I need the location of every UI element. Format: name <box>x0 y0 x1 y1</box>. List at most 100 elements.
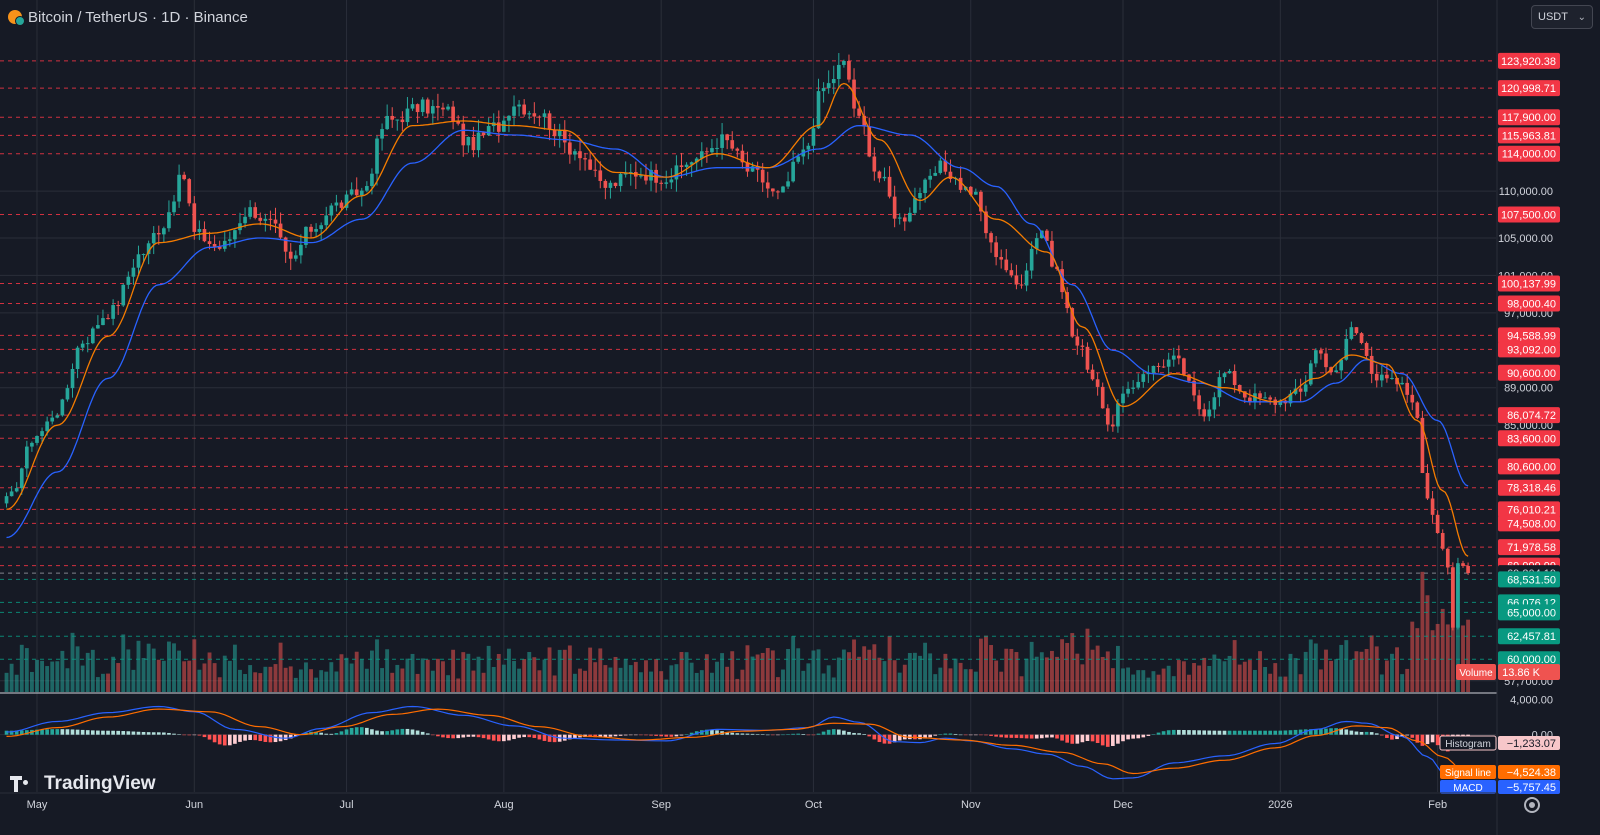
macd-histogram-bar <box>1009 734 1014 738</box>
volume-bar <box>283 667 288 692</box>
volume-bar <box>385 649 390 692</box>
volume-bar <box>1445 624 1450 692</box>
symbol-header[interactable]: Bitcoin / TetherUS · 1D · Binance <box>8 6 248 28</box>
macd-histogram-bar <box>1116 734 1120 744</box>
volume-bar <box>151 648 156 692</box>
volume-bar <box>710 672 714 692</box>
candle-body <box>359 190 364 196</box>
candle-body <box>1268 397 1272 400</box>
volume-bar <box>1065 642 1070 692</box>
candle-body <box>512 106 516 116</box>
candle-body <box>1293 388 1298 394</box>
candle-body <box>202 229 207 242</box>
candle-body <box>649 169 653 181</box>
volume-bar <box>1181 661 1186 692</box>
candle-body <box>1324 353 1328 368</box>
volume-bar <box>70 632 75 692</box>
macd-histogram-bar <box>1349 730 1354 735</box>
volume-bar <box>172 643 176 692</box>
price-level-tag <box>1498 145 1560 162</box>
candle-body <box>1461 563 1465 566</box>
candle-body <box>1070 308 1075 337</box>
volume-bar <box>532 657 537 692</box>
candle-body <box>233 230 237 240</box>
candle-body <box>902 217 907 222</box>
volume-name-tag <box>1456 664 1496 680</box>
macd-histogram-bar <box>75 729 80 735</box>
candle-body <box>1116 403 1120 427</box>
candle-body <box>4 496 9 504</box>
macd-histogram-bar <box>1131 734 1135 739</box>
volume-bar <box>339 654 344 692</box>
volume-bar <box>369 650 374 692</box>
candle-body <box>370 173 374 187</box>
candle-body <box>141 254 146 256</box>
macd-histogram-bar <box>1151 734 1156 735</box>
volume-bar <box>202 663 207 692</box>
macd-histogram-bar <box>1080 734 1085 743</box>
price-level-tag <box>1498 628 1560 645</box>
volume-bar <box>1390 653 1394 692</box>
volume-bar <box>309 669 313 692</box>
macd-histogram-bar <box>999 734 1004 738</box>
volume-bar <box>644 660 648 692</box>
candle-body <box>1187 374 1191 381</box>
macd-histogram-bar <box>19 730 24 735</box>
volume-bar <box>1060 639 1065 692</box>
volume-bar <box>496 654 501 692</box>
macd-histogram-bar <box>253 734 258 741</box>
tradingview-logo[interactable]: TradingView <box>10 773 156 795</box>
candle-body <box>608 182 613 188</box>
macd-histogram-bar <box>496 734 501 742</box>
volume-bar <box>410 653 415 692</box>
volume-bar <box>1110 668 1115 692</box>
macd-histogram-bar <box>537 734 542 740</box>
volume-bar <box>131 669 136 692</box>
volume-bar <box>730 651 735 692</box>
chevron-down-icon: ⌄ <box>1577 11 1586 23</box>
signal-value-label: −4,524.38 <box>1507 767 1556 779</box>
macd-histogram-bar <box>207 734 212 740</box>
macd-histogram-bar <box>1329 728 1333 735</box>
x-tick-label: May <box>27 799 48 811</box>
currency-selector[interactable]: USDT ⌄ <box>1531 5 1593 29</box>
macd-histogram-bar <box>410 729 415 735</box>
candle-body <box>1410 394 1415 403</box>
volume-bar <box>801 670 806 692</box>
macd-histogram-bar <box>958 734 963 736</box>
price-level-tag-label: 74,508.00 <box>1507 518 1556 530</box>
price-level-tags: 123,920.38 120,998.71 117,900.00 115,963.81… <box>1498 52 1560 668</box>
gear-icon[interactable] <box>1524 797 1540 813</box>
candle-body <box>979 191 983 212</box>
macd-histogram-bar <box>684 734 689 735</box>
macd-histogram-bar <box>918 734 922 740</box>
volume-bar <box>1090 649 1095 692</box>
macd-histogram-bar <box>1339 728 1344 735</box>
volume-bar <box>136 640 141 692</box>
candle-body <box>1400 382 1404 385</box>
macd-histogram-bar <box>608 734 613 737</box>
candle-body <box>207 241 212 244</box>
volume-bar <box>420 658 425 692</box>
volume-bar <box>192 639 197 692</box>
macd-histogram-bar <box>725 732 729 735</box>
candle-body <box>1156 365 1161 367</box>
candle-body <box>943 160 948 172</box>
volume-bar <box>583 670 587 692</box>
candle-body <box>1440 533 1445 549</box>
volume-bar <box>1070 633 1075 692</box>
macd-histogram-bar <box>1293 729 1298 735</box>
macd-histogram-bar <box>248 734 252 740</box>
volume-bar <box>1308 639 1313 692</box>
candle-body <box>101 318 105 326</box>
volume-bar <box>1014 652 1019 692</box>
macd-histogram-bar <box>568 734 572 740</box>
candle-body <box>908 212 912 222</box>
macd-histogram-bar <box>461 734 466 738</box>
candle-body <box>578 151 582 159</box>
macd-histogram-bar <box>9 730 14 735</box>
macd-histogram-bar <box>1268 730 1272 735</box>
volume-bar <box>1095 645 1100 692</box>
macd-histogram-bar <box>507 734 511 741</box>
